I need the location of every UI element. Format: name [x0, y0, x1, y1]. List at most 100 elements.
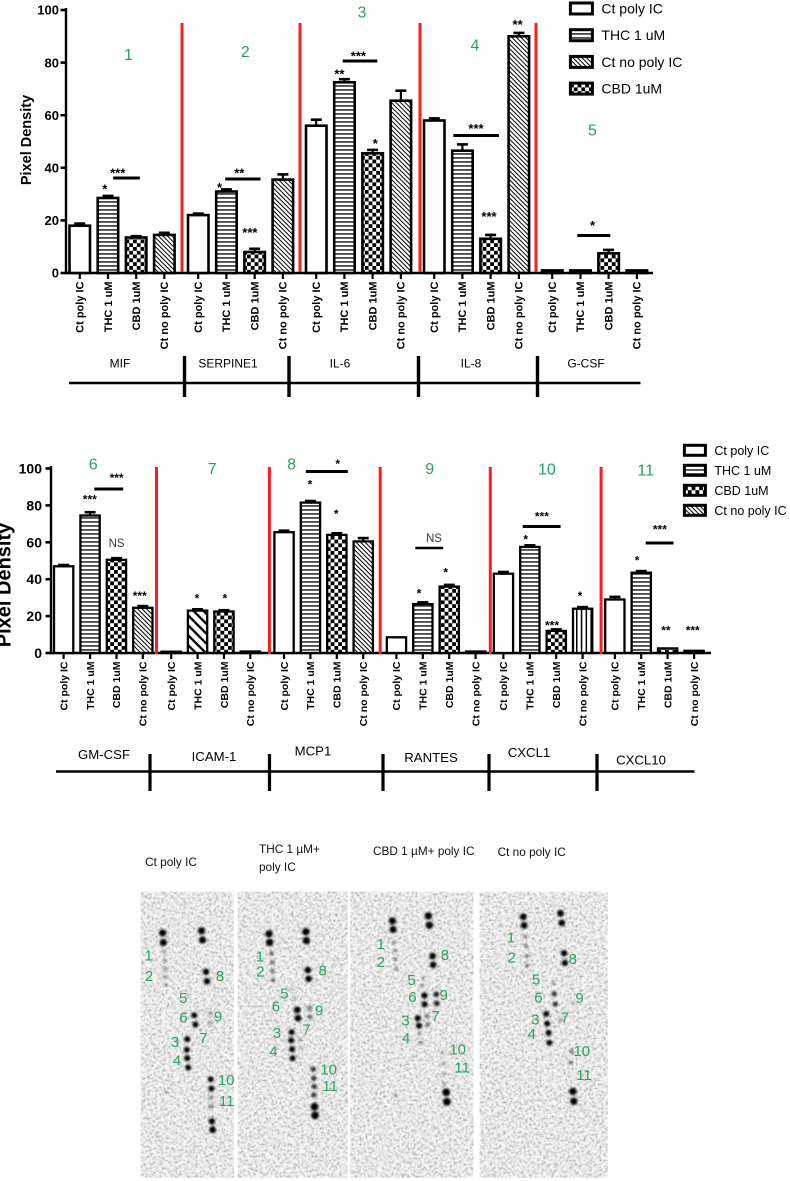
- svg-text:100: 100: [19, 461, 43, 477]
- svg-text:*: *: [590, 218, 596, 233]
- svg-text:6: 6: [179, 1010, 187, 1027]
- svg-text:4: 4: [528, 1026, 536, 1043]
- svg-text:THC 1 uM: THC 1 uM: [714, 464, 771, 478]
- svg-text:5: 5: [179, 990, 187, 1007]
- svg-text:CBD 1uM: CBD 1uM: [551, 661, 563, 708]
- svg-text:7: 7: [431, 1008, 439, 1025]
- svg-text:1: 1: [256, 948, 264, 965]
- svg-text:***: ***: [242, 225, 258, 240]
- svg-text:***: ***: [481, 209, 497, 224]
- svg-text:THC 1 uM: THC 1 uM: [601, 27, 665, 43]
- svg-text:Ct no poly IC: Ct no poly IC: [689, 661, 701, 726]
- svg-text:Ct poly IC: Ct poly IC: [391, 661, 403, 710]
- svg-text:40: 40: [26, 571, 42, 587]
- svg-text:*: *: [523, 532, 528, 546]
- svg-text:11: 11: [576, 1067, 592, 1084]
- svg-text:*: *: [334, 507, 339, 521]
- svg-text:9: 9: [425, 461, 434, 478]
- svg-text:5: 5: [407, 972, 415, 989]
- svg-text:***: ***: [83, 492, 97, 506]
- svg-text:THC 1 uM: THC 1 uM: [525, 661, 537, 710]
- svg-text:CBD 1uM: CBD 1uM: [444, 661, 456, 708]
- svg-text:2: 2: [241, 44, 250, 61]
- svg-text:7: 7: [561, 1009, 569, 1026]
- svg-text:5: 5: [588, 123, 597, 140]
- svg-text:CBD 1uM: CBD 1uM: [601, 81, 662, 97]
- svg-text:11: 11: [219, 1093, 235, 1110]
- svg-text:10: 10: [449, 1041, 466, 1058]
- svg-text:MCP1: MCP1: [295, 744, 332, 759]
- svg-text:CBD 1uM: CBD 1uM: [332, 661, 344, 708]
- svg-text:80: 80: [45, 55, 59, 70]
- svg-text:THC 1 uM: THC 1 uM: [305, 661, 317, 710]
- svg-text:**: **: [334, 67, 345, 82]
- svg-text:IL-8: IL-8: [461, 357, 482, 371]
- svg-text:10: 10: [573, 1043, 590, 1060]
- svg-text:Ct poly IC: Ct poly IC: [75, 281, 87, 332]
- svg-text:1: 1: [124, 47, 133, 64]
- svg-text:8: 8: [319, 962, 327, 979]
- svg-text:CBD 1uM: CBD 1uM: [367, 282, 379, 331]
- svg-text:Ct no poly IC: Ct no poly IC: [498, 845, 567, 859]
- svg-text:Ct no poly IC: Ct no poly IC: [714, 504, 786, 518]
- svg-text:Ct poly IC: Ct poly IC: [601, 1, 662, 17]
- svg-text:**: **: [661, 623, 671, 637]
- svg-text:*: *: [443, 565, 448, 579]
- svg-text:Ct poly IC: Ct poly IC: [311, 281, 323, 332]
- svg-text:*: *: [373, 136, 379, 151]
- svg-text:Ct no poly IC: Ct no poly IC: [278, 281, 290, 349]
- svg-text:3: 3: [401, 1013, 409, 1030]
- svg-text:Ct poly IC: Ct poly IC: [498, 661, 510, 710]
- svg-text:8: 8: [216, 968, 224, 985]
- svg-text:CBD 1uM: CBD 1uM: [249, 282, 261, 331]
- svg-text:Ct no poly IC: Ct no poly IC: [245, 661, 257, 726]
- svg-text:Ct poly IC: Ct poly IC: [279, 661, 291, 710]
- svg-text:CBD 1 µM+ poly IC: CBD 1 µM+ poly IC: [373, 844, 475, 858]
- svg-text:Ct no poly IC: Ct no poly IC: [358, 661, 370, 726]
- svg-text:2: 2: [508, 950, 516, 967]
- svg-text:CBD 1uM: CBD 1uM: [485, 282, 497, 331]
- svg-text:THC 1 uM: THC 1 uM: [457, 282, 469, 333]
- svg-text:Ct poly IC: Ct poly IC: [429, 281, 441, 332]
- svg-text:CXCL10: CXCL10: [616, 752, 666, 767]
- svg-text:3: 3: [358, 5, 367, 22]
- svg-text:6: 6: [272, 999, 280, 1016]
- svg-text:80: 80: [26, 497, 42, 513]
- svg-text:NS: NS: [109, 538, 125, 550]
- svg-text:Ct no poly IC: Ct no poly IC: [159, 281, 171, 349]
- svg-text:11: 11: [637, 463, 654, 480]
- svg-text:THC 1 uM: THC 1 uM: [418, 661, 430, 710]
- svg-text:9: 9: [214, 1009, 222, 1026]
- svg-text:CBD 1uM: CBD 1uM: [714, 484, 768, 498]
- svg-text:8: 8: [287, 457, 296, 474]
- svg-text:6: 6: [408, 989, 416, 1006]
- svg-text:poly IC: poly IC: [259, 860, 296, 874]
- svg-text:RANTES: RANTES: [404, 750, 458, 765]
- svg-text:7: 7: [302, 1021, 310, 1038]
- svg-text:THC 1 uM: THC 1 uM: [339, 282, 351, 333]
- svg-text:2: 2: [377, 954, 385, 971]
- svg-text:Ct poly IC: Ct poly IC: [547, 281, 559, 332]
- svg-text:Ct no poly IC: Ct no poly IC: [601, 54, 682, 70]
- svg-text:*: *: [195, 591, 200, 605]
- svg-text:4: 4: [402, 1030, 410, 1047]
- svg-text:*: *: [635, 553, 640, 567]
- svg-text:60: 60: [45, 108, 59, 123]
- svg-text:ICAM-1: ICAM-1: [192, 749, 237, 764]
- svg-text:7: 7: [199, 1030, 207, 1047]
- svg-text:Ct poly IC: Ct poly IC: [714, 444, 769, 458]
- svg-text:GM-CSF: GM-CSF: [78, 747, 130, 762]
- svg-text:**: **: [513, 17, 524, 32]
- svg-text:Ct poly IC: Ct poly IC: [166, 661, 178, 710]
- svg-text:10: 10: [538, 462, 556, 479]
- svg-text:***: ***: [468, 121, 484, 136]
- svg-text:Ct no poly IC: Ct no poly IC: [470, 661, 482, 726]
- svg-text:THC 1 uM: THC 1 uM: [575, 282, 587, 333]
- svg-text:***: ***: [545, 618, 559, 632]
- svg-text:1: 1: [144, 948, 152, 965]
- svg-text:9: 9: [575, 990, 583, 1007]
- svg-text:***: ***: [110, 166, 126, 181]
- svg-text:9: 9: [315, 1002, 323, 1019]
- svg-text:11: 11: [454, 1059, 470, 1076]
- svg-text:THC 1 uM: THC 1 uM: [103, 282, 115, 333]
